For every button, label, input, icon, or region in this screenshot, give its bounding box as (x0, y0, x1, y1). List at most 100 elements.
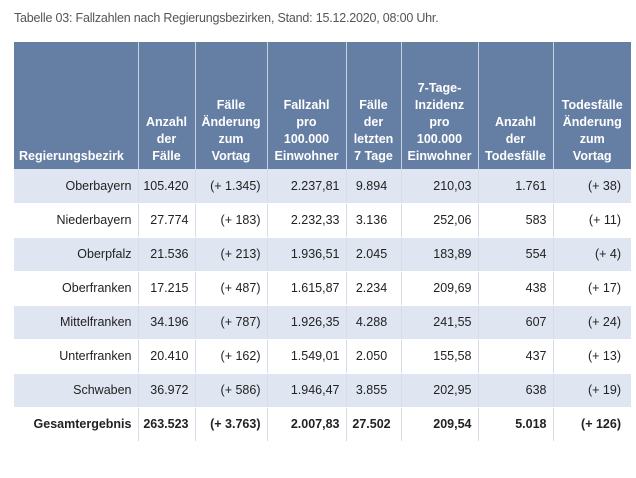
table-row: Oberfranken 17.215 (+ 487) 1.615,87 2.234 209… (14, 271, 631, 306)
header-line: pro (429, 115, 450, 129)
cell-faelle-7-tage: 3.855 (346, 373, 402, 408)
cell-anzahl-faelle: 263.523 (138, 406, 196, 442)
column-header-faelle-7-tage: Fälle der letzten 7 Tage (346, 42, 402, 169)
cell-todesfaelle-aenderung: (+ 11) (553, 203, 631, 238)
cell-inzidenz-7-tage: 155,58 (401, 339, 479, 374)
cell-region: Mittelfranken (14, 305, 139, 340)
cell-faelle-aenderung: (+ 213) (195, 237, 268, 272)
cell-anzahl-todesfaelle: 583 (478, 203, 554, 238)
cell-region: Schwaben (14, 373, 139, 408)
header-line: 7 Tage (354, 149, 393, 163)
header-line: Einwohner (274, 149, 339, 163)
table-caption: Tabelle 03: Fallzahlen nach Regierungsbe… (14, 11, 439, 25)
cell-anzahl-todesfaelle: 438 (478, 271, 554, 306)
column-header-regierungsbezirk: Regierungsbezirk (14, 42, 139, 169)
header-line: 100.000 (416, 132, 463, 146)
table-row: Oberbayern 105.420 (+ 1.345) 2.237,81 9.894 2… (14, 169, 631, 204)
header-line: zum (579, 132, 605, 146)
column-header-anzahl-todesfaelle: Anzahl der Todesfälle (478, 42, 554, 169)
column-header-fallzahl-pro-100000: Fallzahl pro 100.000 Einwohner (267, 42, 347, 169)
cell-inzidenz-7-tage: 252,06 (401, 203, 479, 238)
cell-inzidenz-7-tage: 210,03 (401, 169, 479, 204)
header-line: Inzidenz (414, 98, 465, 112)
cell-inzidenz-7-tage: 183,89 (401, 237, 479, 272)
header-line: Todesfälle (485, 149, 546, 163)
cell-faelle-aenderung: (+ 487) (195, 271, 268, 306)
cell-anzahl-faelle: 20.410 (138, 339, 196, 374)
header-line: 7-Tage- (417, 81, 462, 95)
cell-anzahl-todesfaelle: 638 (478, 373, 554, 408)
header-line: Vortag (211, 149, 251, 163)
header-line: letzten (353, 132, 394, 146)
header-line: Einwohner (407, 149, 472, 163)
cell-anzahl-todesfaelle: 554 (478, 237, 554, 272)
cell-anzahl-faelle: 105.420 (138, 169, 196, 204)
cell-faelle-7-tage: 9.894 (346, 169, 402, 204)
total-row: Gesamtergebnis 263.523 (+ 3.763) 2.007,83 27… (14, 406, 631, 442)
table-row: Unterfranken 20.410 (+ 162) 1.549,01 2.050 15… (14, 339, 631, 374)
header-line: Fälle (152, 149, 181, 163)
cell-faelle-7-tage: 27.502 (346, 406, 402, 442)
cell-fallzahl-pro-100000: 1.946,47 (267, 373, 347, 408)
cell-inzidenz-7-tage: 209,54 (401, 406, 479, 442)
cell-faelle-aenderung: (+ 787) (195, 305, 268, 340)
cell-todesfaelle-aenderung: (+ 17) (553, 271, 631, 306)
header-line: Anzahl (495, 115, 536, 129)
column-header-7-tage-inzidenz: 7-Tage- Inzidenz pro 100.000 Einwohner (401, 42, 479, 169)
cell-faelle-aenderung: (+ 586) (195, 373, 268, 408)
header-line: 100.000 (283, 132, 330, 146)
cell-fallzahl-pro-100000: 1.926,35 (267, 305, 347, 340)
cell-faelle-7-tage: 2.050 (346, 339, 402, 374)
cell-fallzahl-pro-100000: 1.936,51 (267, 237, 347, 272)
cell-inzidenz-7-tage: 202,95 (401, 373, 479, 408)
cell-anzahl-faelle: 34.196 (138, 305, 196, 340)
header-row: Regierungsbezirk Anzahl der Fälle Fälle Änd… (14, 42, 631, 169)
cell-todesfaelle-aenderung: (+ 19) (553, 373, 631, 408)
header-line: der (505, 132, 526, 146)
cell-todesfaelle-aenderung: (+ 13) (553, 339, 631, 374)
column-header-anzahl-faelle: Anzahl der Fälle (138, 42, 196, 169)
cell-anzahl-todesfaelle: 5.018 (478, 406, 554, 442)
table-row: Schwaben 36.972 (+ 586) 1.946,47 3.855 202,95… (14, 373, 631, 408)
cell-anzahl-faelle: 27.774 (138, 203, 196, 238)
cell-region: Gesamtergebnis (14, 406, 139, 442)
cell-anzahl-todesfaelle: 607 (478, 305, 554, 340)
table-row: Niederbayern 27.774 (+ 183) 2.232,33 3.136 25… (14, 203, 631, 238)
cell-anzahl-faelle: 17.215 (138, 271, 196, 306)
cell-anzahl-todesfaelle: 437 (478, 339, 554, 374)
header-line: Fallzahl (283, 98, 330, 112)
cell-region: Oberfranken (14, 271, 139, 306)
table-row: Mittelfranken 34.196 (+ 787) 1.926,35 4.288 2… (14, 305, 631, 340)
cell-fallzahl-pro-100000: 1.549,01 (267, 339, 347, 374)
header-line: Regierungsbezirk (19, 149, 124, 163)
cell-faelle-aenderung: (+ 3.763) (195, 406, 268, 442)
cell-anzahl-faelle: 36.972 (138, 373, 196, 408)
cell-fallzahl-pro-100000: 2.237,81 (267, 169, 347, 204)
cell-faelle-7-tage: 3.136 (346, 203, 402, 238)
cell-inzidenz-7-tage: 241,55 (401, 305, 479, 340)
header-line: Änderung (562, 115, 622, 129)
cell-faelle-aenderung: (+ 162) (195, 339, 268, 374)
cell-anzahl-faelle: 21.536 (138, 237, 196, 272)
header-line: Änderung (201, 115, 261, 129)
cell-anzahl-todesfaelle: 1.761 (478, 169, 554, 204)
cell-faelle-7-tage: 2.234 (346, 271, 402, 306)
cell-faelle-7-tage: 4.288 (346, 305, 402, 340)
cell-todesfaelle-aenderung: (+ 24) (553, 305, 631, 340)
header-line: Todesfälle (561, 98, 623, 112)
column-header-faelle-aenderung: Fälle Änderung zum Vortag (195, 42, 268, 169)
cell-fallzahl-pro-100000: 1.615,87 (267, 271, 347, 306)
header-line: der (363, 115, 384, 129)
column-header-todesfaelle-aenderung: Todesfälle Änderung zum Vortag (553, 42, 631, 169)
cell-todesfaelle-aenderung: (+ 126) (553, 406, 631, 442)
cell-todesfaelle-aenderung: (+ 38) (553, 169, 631, 204)
case-numbers-table: Regierungsbezirk Anzahl der Fälle Fälle Änd… (14, 42, 631, 442)
cell-faelle-aenderung: (+ 1.345) (195, 169, 268, 204)
cell-inzidenz-7-tage: 209,69 (401, 271, 479, 306)
header-line: der (156, 132, 177, 146)
header-line: Fälle (216, 98, 246, 112)
cell-region: Unterfranken (14, 339, 139, 374)
header-line: Anzahl (146, 115, 187, 129)
cell-fallzahl-pro-100000: 2.232,33 (267, 203, 347, 238)
cell-region: Oberpfalz (14, 237, 139, 272)
